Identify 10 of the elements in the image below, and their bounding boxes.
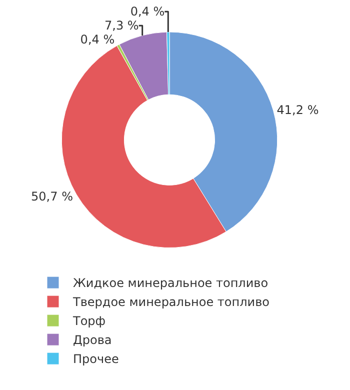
data-label: 0,4 % <box>130 4 165 19</box>
legend-label: Прочее <box>73 352 119 366</box>
legend-label: Дрова <box>73 333 112 348</box>
legend-label: Торф <box>72 314 106 328</box>
legend-label: Твердое минеральное топливо <box>72 295 270 310</box>
data-label: 0,4 % <box>80 32 115 47</box>
data-label: 7,3 % <box>104 18 139 33</box>
data-label: 41,2 % <box>276 102 319 117</box>
data-label: 50,7 % <box>31 189 73 204</box>
legend-label: Жидкое минеральное топливо <box>73 276 268 290</box>
